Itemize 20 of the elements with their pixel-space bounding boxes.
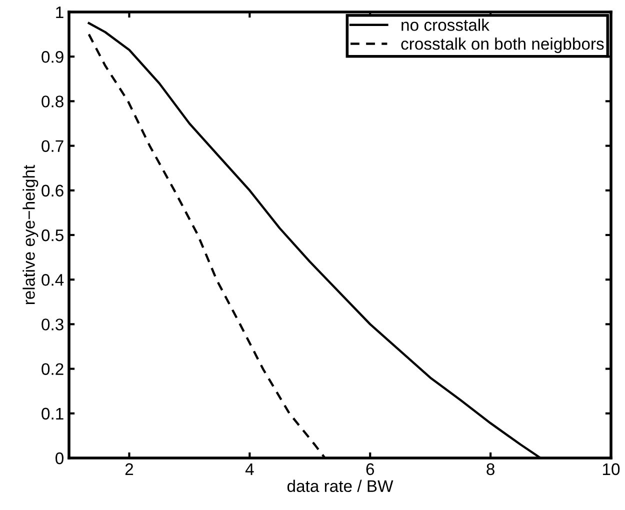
legend-label: no crosstalk [402,18,490,31]
y-tick-label: 0.1 [42,408,64,420]
y-tick-label: 0.4 [42,274,64,286]
x-tick-label: 10 [603,463,620,476]
y-tick-label: 0 [56,452,64,464]
y-tick-label: 0.2 [42,363,64,376]
y-tick-label: 0.8 [42,96,64,108]
y-tick-label: 1 [56,6,64,18]
x-tick-label: 2 [125,463,134,475]
y-tick-label: 0.7 [42,140,64,152]
x-tick-label: 6 [366,463,374,476]
y-tick-label: 0.6 [42,184,64,197]
y-axis-title: relative eye−height [22,164,38,304]
y-tick-label: 0.5 [42,229,64,242]
x-tick-label: 8 [486,463,494,476]
x-axis-title: data rate / BW [287,480,394,492]
y-tick-label: 0.3 [42,318,64,330]
x-tick-label: 4 [245,463,254,475]
y-tick-label: 0.9 [42,51,64,63]
legend-label: crosstalk on both neigbbors [401,38,604,54]
